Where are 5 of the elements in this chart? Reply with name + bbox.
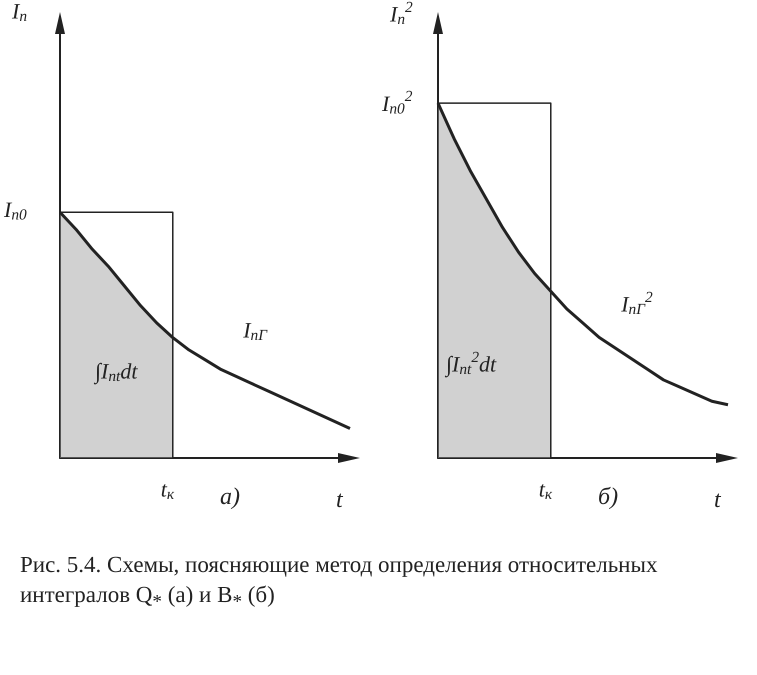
- x-axis-title: t: [714, 487, 722, 513]
- text: б): [598, 484, 618, 510]
- text: Рис. 5.4. Схемы, поясняющие метод определения относительных интегралов Q$_{*}$ (а) и B$_{*}$ (б): [20, 551, 658, 615]
- x-axis-title: t: [336, 487, 344, 513]
- text: а): [220, 484, 240, 510]
